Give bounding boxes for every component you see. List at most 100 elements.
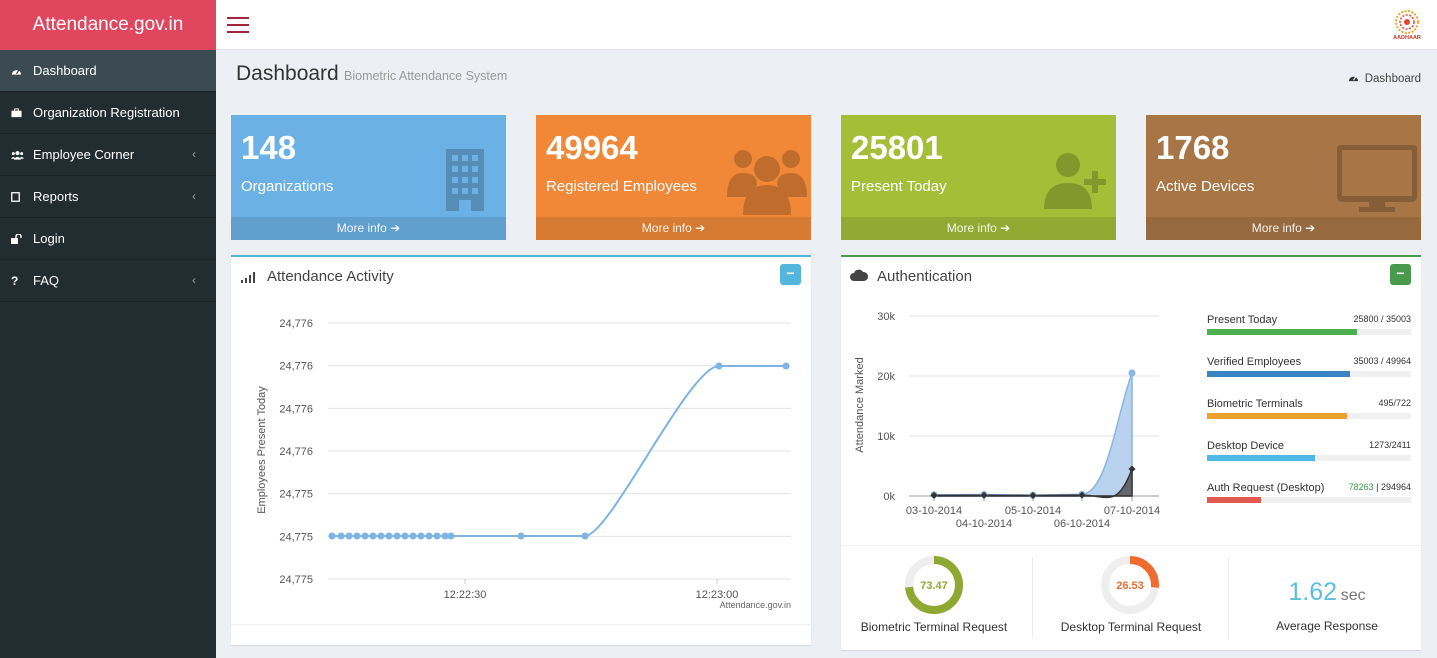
stat-value: 49964 <box>546 129 638 166</box>
stat-value: 1768 <box>1156 129 1230 166</box>
logo-text: AADHAAR <box>1393 35 1421 41</box>
stat-label: Organizations <box>241 178 334 195</box>
donut-biometric-terminal: 73.47 <box>905 556 963 614</box>
progress-verified-employees: Verified Employees 35003 / 49964 <box>1207 356 1411 377</box>
data-point <box>353 532 361 540</box>
sidebar-item-organization-registration[interactable]: Organization Registration <box>0 92 216 134</box>
more-info-link[interactable]: More info ➔ <box>231 217 506 240</box>
average-response: 1.62 sec <box>1230 578 1424 607</box>
more-info-label: More info <box>641 221 692 235</box>
y-tick-label: 24,775 <box>279 489 313 501</box>
chart-credit: Attendance.gov.in <box>720 600 791 610</box>
authentication-chart: 30k 20k 10k 0k 03-10-2014 05-10-2014 07-10-201… <box>854 311 1160 530</box>
progress-label: Auth Request (Desktop) <box>1207 482 1325 494</box>
y-tick-label: 30k <box>877 311 895 323</box>
arrow-circle-right-icon: ➔ <box>1000 221 1011 235</box>
briefcase-icon <box>11 107 33 118</box>
arrow-circle-right-icon: ➔ <box>695 221 706 235</box>
progress-label: Biometric Terminals <box>1207 398 1303 410</box>
users-icon <box>11 150 33 160</box>
data-point <box>980 491 988 499</box>
chevron-left-icon: ‹ <box>192 189 196 203</box>
more-info-label: More info <box>946 221 997 235</box>
brand-logo[interactable]: Attendance.gov.in <box>0 0 216 50</box>
data-point <box>1128 369 1136 377</box>
chevron-left-icon: ‹ <box>192 147 196 161</box>
chevron-left-icon: ‹ <box>192 273 196 287</box>
progress-value: 35003 / 49964 <box>1353 356 1411 366</box>
progress-value-highlight: 78263 <box>1348 482 1374 492</box>
more-info-link[interactable]: More info ➔ <box>536 217 811 240</box>
progress-value: 1273/2411 <box>1369 440 1411 450</box>
y-tick-label: 24,776 <box>279 318 313 330</box>
collapse-button[interactable]: − <box>780 264 801 285</box>
more-info-label: More info <box>336 221 387 235</box>
unlock-icon <box>11 233 33 244</box>
progress-fill <box>1207 329 1358 335</box>
progress-label: Verified Employees <box>1207 356 1302 368</box>
x-tick-label: 03-10-2014 <box>906 505 962 517</box>
arrow-circle-right-icon: ➔ <box>390 221 401 235</box>
donut-label: Desktop Terminal Request <box>1060 620 1202 634</box>
y-tick-label: 0k <box>883 491 895 503</box>
sidebar-item-employee-corner[interactable]: Employee Corner ‹ <box>0 134 216 176</box>
y-tick-label: 24,776 <box>279 403 313 415</box>
menu-toggle-icon[interactable] <box>227 17 249 33</box>
stat-label: Present Today <box>851 178 947 195</box>
progress-fill <box>1207 497 1262 503</box>
data-point <box>345 532 353 540</box>
x-tick-label: 12:22:30 <box>444 589 487 601</box>
donut-label: Biometric Terminal Request <box>860 620 1008 634</box>
sidebar-item-label: Organization Registration <box>33 105 180 120</box>
progress-value: 78263 | 294964 <box>1349 482 1411 492</box>
progress-fill <box>1207 413 1347 419</box>
progress-desktop-device: Desktop Device 1273/2411 <box>1207 440 1411 461</box>
file-icon <box>11 191 33 202</box>
breadcrumb-item: Dashboard <box>1364 73 1421 85</box>
data-point <box>337 532 345 540</box>
stat-label: Active Devices <box>1156 178 1255 195</box>
stat-box-organizations: 148 Organizations More info ➔ <box>231 115 506 240</box>
donut-desktop-terminal: 26.53 <box>1101 556 1159 614</box>
y-tick-label: 24,775 <box>279 574 313 586</box>
collapse-button[interactable]: − <box>1390 264 1411 285</box>
aadhaar-logo: AADHAAR <box>1387 9 1427 41</box>
progress-value-rest: | 294964 <box>1373 482 1411 492</box>
donut-value: 26.53 <box>1116 580 1144 592</box>
series-area-1 <box>933 372 1133 497</box>
sidebar-item-label: Reports <box>33 189 79 204</box>
y-tick-label: 24,776 <box>279 446 313 458</box>
data-point <box>447 532 455 540</box>
progress-biometric-terminals: Biometric Terminals 495/722 <box>1207 398 1411 419</box>
sidebar-item-label: Employee Corner <box>33 147 135 162</box>
sidebar-item-login[interactable]: Login <box>0 218 216 260</box>
data-point <box>433 532 441 540</box>
x-tick-label: 04-10-2014 <box>956 518 1012 530</box>
sidebar-item-reports[interactable]: Reports ‹ <box>0 176 216 218</box>
donut-arc <box>1101 556 1159 614</box>
average-response-label: Average Response <box>1276 619 1378 633</box>
more-info-link[interactable]: More info ➔ <box>841 217 1116 240</box>
data-point <box>361 532 369 540</box>
y-tick-label: 20k <box>877 371 895 383</box>
question-icon: ? <box>11 273 19 288</box>
data-point <box>417 532 425 540</box>
progress-label: Present Today <box>1207 314 1278 326</box>
sidebar-item-faq[interactable]: ? FAQ ‹ <box>0 260 216 302</box>
dashboard-icon <box>11 66 33 76</box>
dashboard-icon <box>1348 73 1359 85</box>
stat-value: 148 <box>241 129 297 166</box>
sidebar-item-dashboard[interactable]: Dashboard <box>0 50 216 92</box>
y-axis-label: Employees Present Today <box>256 386 268 514</box>
x-tick-label: 07-10-2014 <box>1104 505 1160 517</box>
panel-title: Attendance Activity <box>267 268 394 285</box>
sidebar-item-label: FAQ <box>33 273 60 288</box>
y-tick-label: 24,776 <box>279 361 313 373</box>
signal-icon <box>241 272 255 283</box>
donut-value: 73.47 <box>920 580 948 592</box>
panel-title: Authentication <box>877 268 973 285</box>
data-point <box>369 532 377 540</box>
page-subtitle: Biometric Attendance System <box>344 69 508 83</box>
more-info-link[interactable]: More info ➔ <box>1146 217 1421 240</box>
breadcrumb[interactable]: Dashboard <box>1348 73 1421 85</box>
